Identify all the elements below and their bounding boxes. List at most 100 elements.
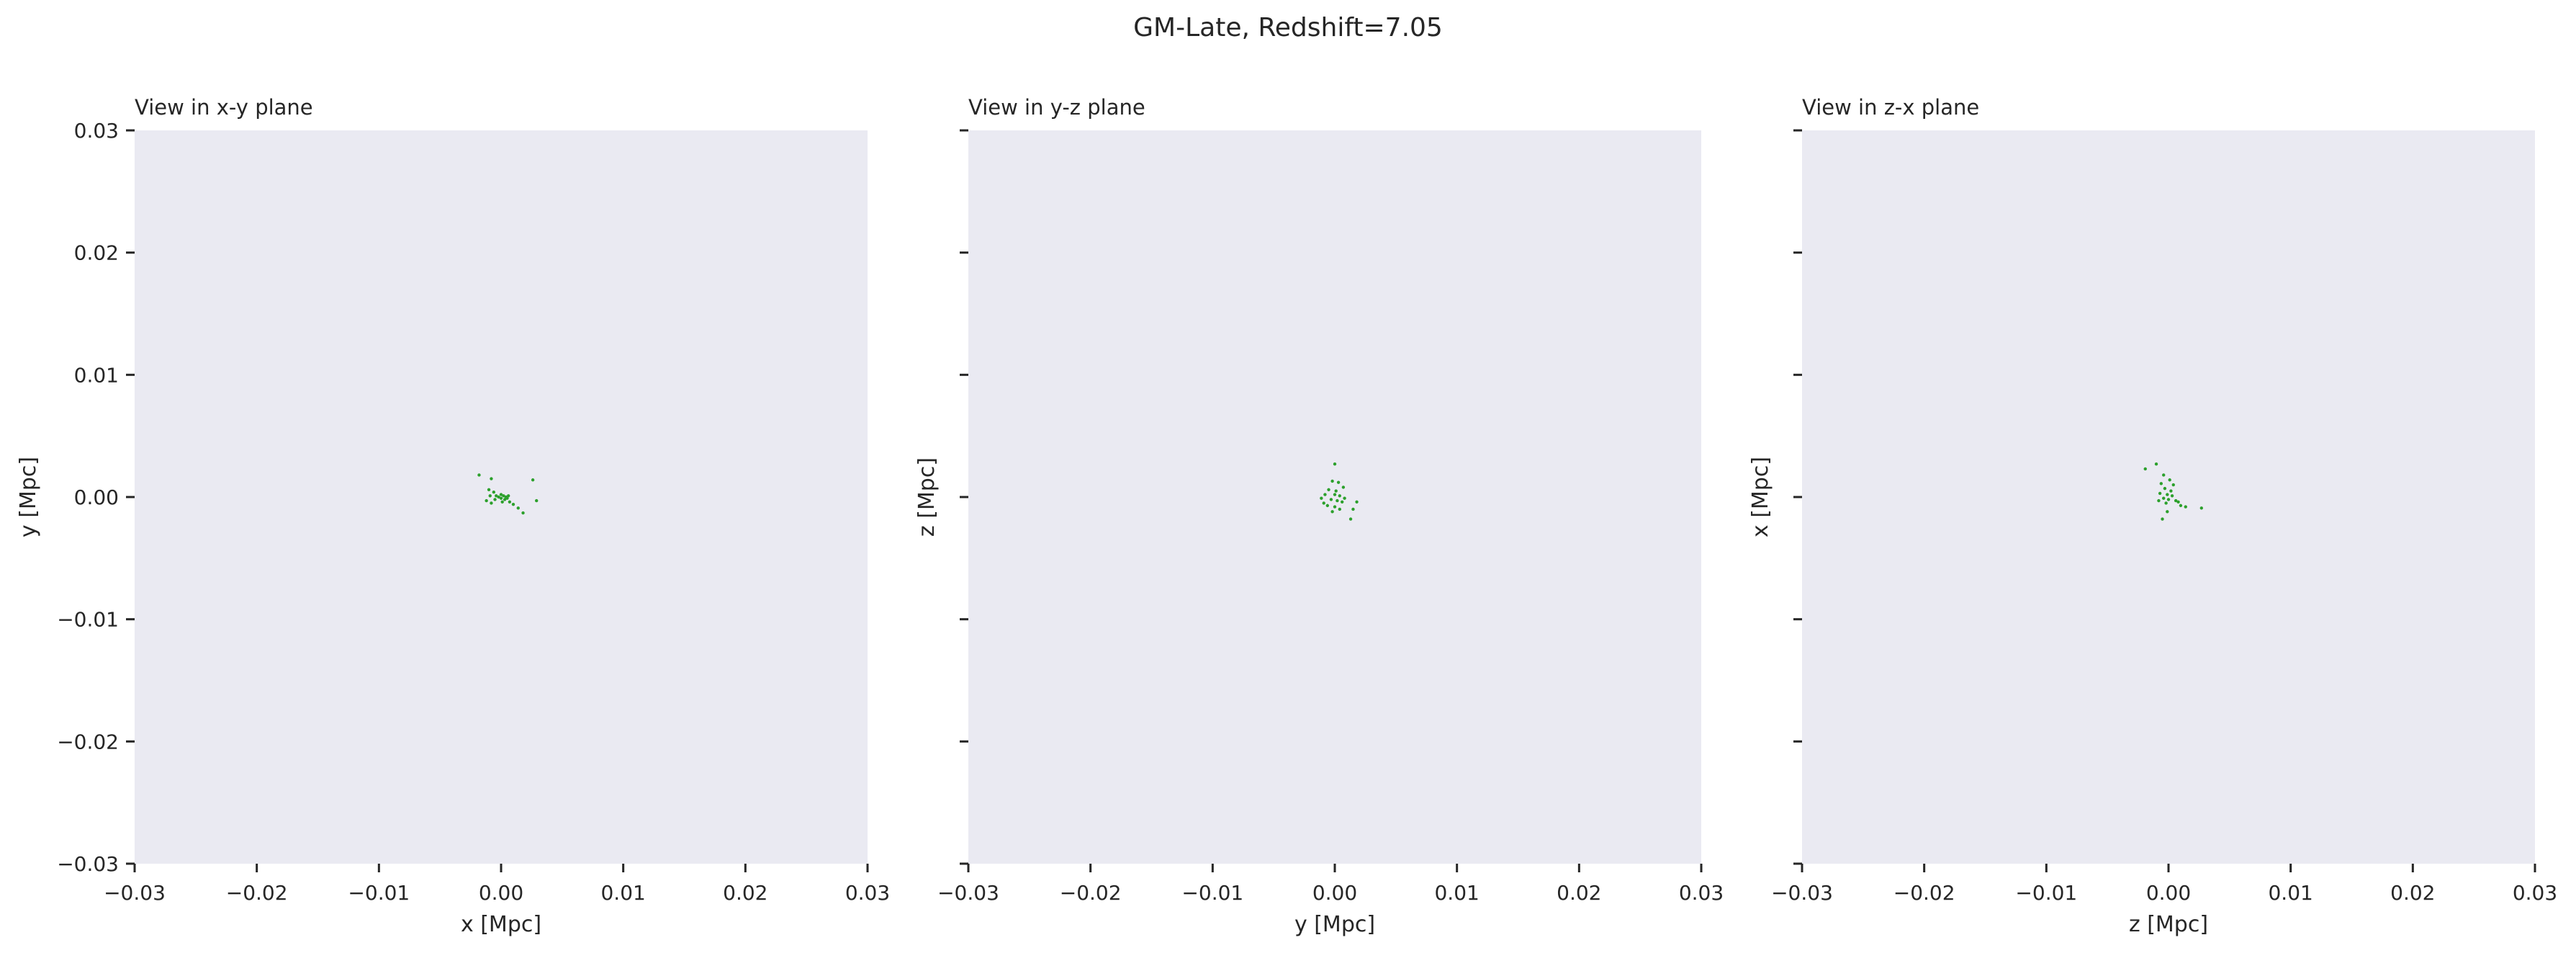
x-tick-label: 0.01	[2268, 881, 2312, 905]
y-tick-label: 0.03	[74, 119, 119, 143]
data-point	[1322, 501, 1325, 505]
x-axis-label: y [Mpc]	[1294, 912, 1375, 937]
data-point	[531, 478, 535, 482]
x-tick-label: 0.02	[1557, 881, 1601, 905]
y-tick-label: 0.00	[74, 486, 119, 509]
data-point	[2170, 494, 2174, 498]
data-point	[502, 494, 505, 498]
data-point	[503, 498, 507, 501]
data-point	[1329, 498, 1333, 501]
data-point	[2171, 483, 2175, 487]
data-point	[1330, 479, 1334, 483]
data-point	[2169, 489, 2173, 493]
data-point	[2154, 462, 2158, 466]
data-point	[1333, 462, 1337, 466]
data-point	[516, 506, 520, 510]
data-point	[1336, 498, 1339, 503]
panel-title: View in x-y plane	[135, 95, 313, 120]
panel-title: View in y-z plane	[968, 95, 1145, 120]
data-point	[1341, 486, 1346, 489]
x-tick-label: 0.03	[845, 881, 890, 905]
x-tick-label: 0.00	[479, 881, 523, 905]
data-point	[2162, 473, 2166, 477]
x-axis-label: z [Mpc]	[2129, 912, 2208, 937]
data-point	[1340, 500, 1344, 504]
data-point	[1338, 494, 1341, 498]
y-axis-label: y [Mpc]	[16, 457, 41, 537]
data-point	[1336, 480, 1341, 484]
scatter-points	[477, 473, 539, 515]
data-point	[1348, 517, 1353, 521]
x-tick-label: 0.02	[2390, 881, 2435, 905]
data-point	[1334, 489, 1338, 493]
axis-ticks: −0.03 −0.02 −0.01 0.00 0.01 0.02 0.03	[937, 129, 1724, 905]
x-tick-label: −0.01	[2015, 881, 2077, 905]
data-point	[2166, 498, 2171, 501]
data-point	[1351, 507, 1355, 511]
x-tick-label: 0.02	[723, 881, 767, 905]
y-tick-label: −0.03	[57, 852, 119, 876]
x-tick-label: −0.01	[348, 881, 410, 905]
y-axis-label: x [Mpc]	[1748, 457, 1773, 537]
data-point	[1333, 493, 1337, 496]
data-point	[2159, 482, 2163, 486]
data-point	[535, 498, 539, 503]
data-point	[1333, 505, 1337, 509]
figure-suptitle: GM-Late, Redshift=7.05	[1133, 13, 1443, 42]
data-point	[1323, 493, 1327, 496]
data-point	[2168, 478, 2171, 482]
x-tick-label: 0.01	[1434, 881, 1479, 905]
x-tick-label: −0.03	[104, 881, 166, 905]
data-point	[1320, 496, 1323, 500]
data-point	[499, 493, 503, 496]
data-point	[2174, 498, 2178, 503]
data-point	[2157, 498, 2161, 503]
y-tick-label: −0.01	[57, 608, 119, 632]
x-axis-label: x [Mpc]	[461, 912, 541, 937]
x-tick-label: 0.01	[600, 881, 645, 905]
axis-ticks: −0.03 −0.02 −0.01 0.00 0.01 0.02 0.03	[1771, 129, 2557, 905]
data-point	[2161, 517, 2164, 521]
data-point	[1355, 500, 1359, 504]
data-point	[511, 502, 515, 506]
data-point	[493, 498, 497, 501]
data-point	[2164, 501, 2168, 505]
scatter-points	[2143, 462, 2204, 521]
data-point	[2179, 504, 2183, 508]
data-point	[492, 491, 496, 494]
data-point	[506, 494, 510, 498]
data-point	[2158, 491, 2162, 496]
data-point	[497, 495, 500, 499]
x-tick-label: −0.02	[1060, 881, 1122, 905]
x-tick-label: 0.00	[2146, 881, 2191, 905]
data-point	[2162, 496, 2166, 500]
data-point	[499, 496, 503, 500]
data-point	[485, 498, 488, 503]
data-point	[521, 511, 525, 515]
y-axis-label: z [Mpc]	[914, 457, 940, 537]
data-point	[1325, 504, 1330, 508]
data-point	[487, 488, 491, 492]
data-point	[490, 477, 493, 480]
panel-title: View in z-x plane	[1802, 95, 1979, 120]
scatter-points	[1320, 462, 1359, 521]
data-point	[500, 500, 504, 504]
data-point	[508, 500, 512, 504]
x-tick-label: 0.00	[1312, 881, 1357, 905]
panel-zx: View in z-x plane z [Mpc] x [Mpc] −0.03−…	[1748, 95, 2557, 937]
data-point	[495, 494, 498, 498]
data-point	[2166, 510, 2169, 514]
data-point	[490, 501, 493, 505]
y-tick-label: 0.02	[74, 241, 119, 265]
data-point	[1330, 510, 1334, 514]
data-point	[1338, 507, 1341, 511]
data-point	[2163, 486, 2167, 491]
panel-yz: View in y-z plane y [Mpc] z [Mpc] −0.03−…	[914, 95, 1724, 937]
x-tick-label: −0.02	[226, 881, 288, 905]
data-point	[505, 496, 509, 500]
panel-xy: View in x-y plane x [Mpc] y [Mpc] −0.03 −…	[16, 95, 890, 937]
data-point	[477, 473, 481, 477]
data-point	[2176, 500, 2180, 504]
data-point	[2143, 467, 2147, 471]
y-tick-label: 0.01	[74, 363, 119, 387]
